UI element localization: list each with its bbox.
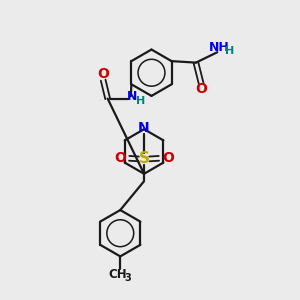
Text: O: O — [114, 151, 126, 165]
Text: O: O — [162, 151, 174, 165]
Text: H: H — [136, 96, 145, 106]
Text: O: O — [195, 82, 207, 96]
Text: N: N — [127, 90, 137, 103]
Text: NH: NH — [208, 41, 229, 54]
Text: S: S — [139, 152, 150, 166]
Text: 3: 3 — [124, 273, 131, 283]
Text: N: N — [138, 121, 150, 135]
Text: O: O — [97, 67, 109, 81]
Text: H: H — [225, 46, 234, 56]
Text: CH: CH — [109, 268, 127, 281]
